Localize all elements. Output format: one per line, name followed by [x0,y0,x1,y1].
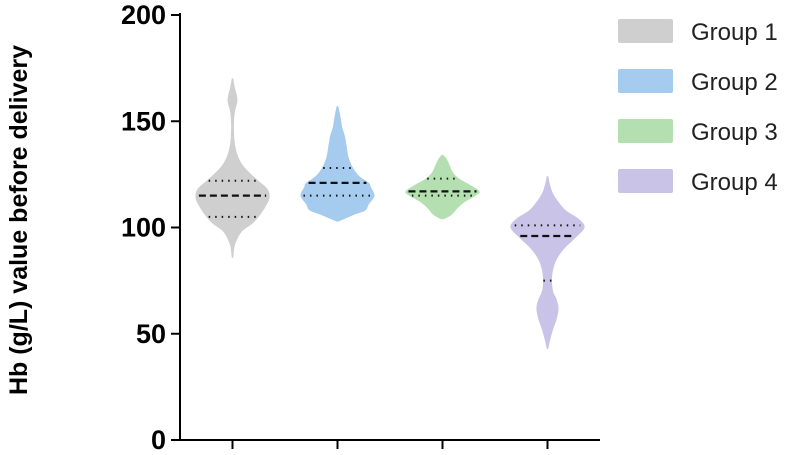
legend-item-1: Group 1 [618,19,778,46]
y-axis-title: Hb (g/L) value before delivery [5,45,33,395]
violin-body [300,105,375,222]
y-tick-label: 200 [121,0,166,30]
violin-group-2 [300,105,375,222]
legend-label: Group 3 [691,119,778,146]
legend-label: Group 4 [691,169,778,196]
legend-label: Group 1 [691,19,778,46]
violin-body [510,175,585,350]
y-tick-label: 0 [151,425,166,455]
violin-body [195,78,270,259]
y-tick-label: 50 [136,319,166,349]
legend-swatch [618,119,673,143]
violin-plot-area [195,78,585,350]
y-axis: 0 50 100 150 200 [121,0,181,455]
legend-label: Group 2 [691,69,778,96]
legend-item-2: Group 2 [618,69,778,96]
x-axis [180,439,600,449]
y-tick-label: 100 [121,213,166,243]
legend-item-3: Group 3 [618,119,778,146]
legend: Group 1 Group 2 Group 3 Group 4 [618,19,778,196]
violin-group-4 [510,175,585,350]
violin-group-1 [195,78,270,259]
y-tick-label: 150 [121,106,166,136]
legend-swatch [618,19,673,43]
legend-swatch [618,169,673,193]
violin-group-3 [405,154,480,220]
legend-swatch [618,69,673,93]
legend-item-4: Group 4 [618,169,778,196]
violin-body [405,154,480,220]
